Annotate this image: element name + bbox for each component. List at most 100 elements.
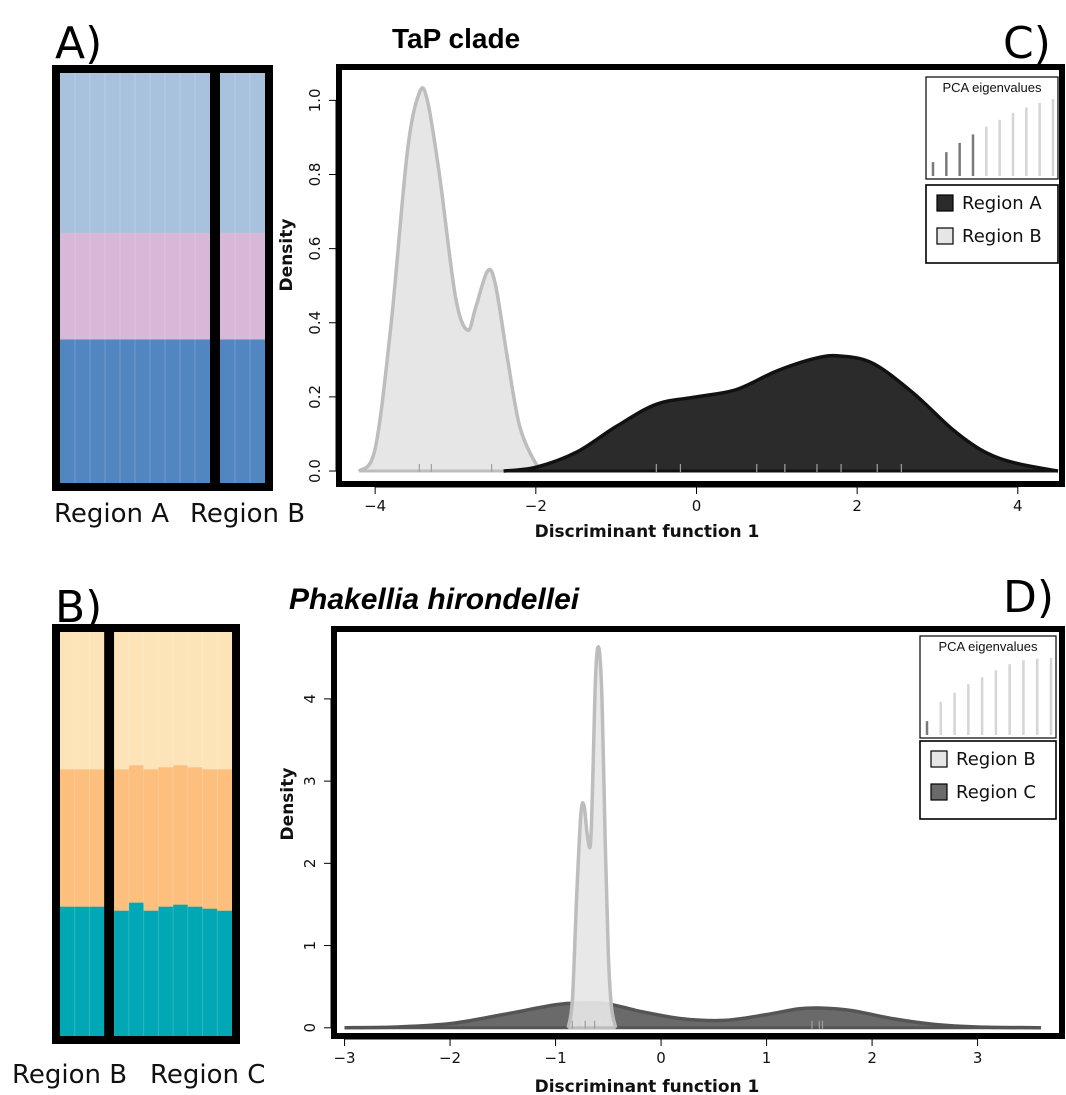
- group-label-b2: Region C: [150, 1060, 265, 1090]
- structure-bar-b-0-2-k2: [89, 769, 105, 908]
- structure-bar-a-0-3-k2: [105, 232, 121, 340]
- structure-bar-a-0-6-k3: [150, 339, 166, 484]
- structure-bar-b-1-7-k1: [217, 632, 233, 770]
- structure-bar-a-0-3-k1: [105, 73, 121, 234]
- legend-swatch-c-1: [936, 227, 954, 245]
- structure-plot-b: [52, 624, 240, 1044]
- structure-bar-a-0-4-k2: [120, 232, 136, 340]
- density-line-d-region-c: [344, 1001, 1041, 1030]
- density-plot-c: −4 −2 0 2 4 Discriminant function 1 0.0 0.2 0.4 0…: [277, 64, 1065, 542]
- structure-bar-b-0-2-k1: [89, 632, 105, 770]
- y-axis-title-c: Density: [277, 219, 297, 292]
- legend-label-c-0: Region A: [962, 193, 1042, 214]
- structure-bar-b-1-5-k2: [187, 767, 204, 908]
- y-axis-title-d: Density: [278, 768, 298, 841]
- structure-frame-b: [52, 624, 240, 1044]
- structure-bar-a-0-1-k2: [75, 232, 91, 340]
- panel-letter-d: D): [1003, 572, 1054, 623]
- x-tick-label-d-6: 3: [973, 1049, 983, 1067]
- structure-bar-b-0-1-k3: [74, 906, 90, 1037]
- structure-frame-a: [52, 65, 273, 491]
- x-tick-label-d-0: −3: [333, 1049, 355, 1067]
- structure-bar-a-0-0-k2: [60, 232, 76, 340]
- y-tick-label-c-2: 0.4: [306, 311, 324, 335]
- structure-bar-a-0-3-k3: [105, 339, 121, 484]
- structure-bar-a-0-5-k1: [135, 73, 151, 234]
- structure-bar-a-0-9-k2: [195, 232, 211, 340]
- structure-bar-a-1-0-k1: [220, 73, 236, 234]
- structure-bar-b-1-7-k2: [217, 769, 233, 912]
- x-tick-label-d-4: 1: [762, 1049, 772, 1067]
- structure-bar-a-0-6-k2: [150, 232, 166, 340]
- x-tick-label-d-5: 2: [867, 1049, 877, 1067]
- structure-bar-a-1-2-k2: [250, 232, 266, 340]
- structure-bar-b-1-2-k3: [143, 910, 159, 1037]
- x-tick-label-c-3: 2: [852, 497, 862, 515]
- structure-bar-a-0-5-k3: [135, 339, 151, 484]
- structure-bar-a-0-0-k1: [60, 73, 76, 234]
- legend-label-d-1: Region C: [956, 782, 1036, 803]
- structure-bar-a-0-7-k1: [165, 73, 181, 234]
- structure-bar-a-0-6-k1: [150, 73, 166, 234]
- structure-bar-a-0-1-k1: [75, 73, 91, 234]
- structure-bar-a-0-9-k3: [195, 339, 211, 484]
- y-tick-label-d-2: 2: [301, 859, 319, 869]
- structure-bar-a-1-1-k2: [235, 232, 251, 340]
- x-tick-label-d-2: −1: [545, 1049, 567, 1067]
- legend-label-d-0: Region B: [956, 749, 1036, 770]
- structure-bar-b-1-2-k2: [143, 769, 159, 912]
- structure-bar-a-1-2-k3: [250, 339, 266, 484]
- eigenvalue-box-c: [925, 76, 1059, 180]
- y-tick-label-d-0: 0: [301, 1023, 319, 1033]
- panel-letter-c: C): [1003, 18, 1051, 69]
- structure-bar-b-1-2-k1: [143, 632, 159, 770]
- plot-frame-d: [331, 626, 1065, 1039]
- structure-bar-b-1-3-k1: [158, 632, 174, 768]
- structure-bar-a-0-2-k3: [90, 339, 106, 484]
- x-tick-label-c-4: 4: [1013, 497, 1023, 515]
- structure-bar-b-0-1-k2: [74, 769, 90, 908]
- x-axis-title-c: Discriminant function 1: [535, 522, 760, 542]
- panel-letter-a: A): [55, 18, 102, 69]
- x-tick-label-c-2: 0: [692, 497, 702, 515]
- structure-bar-b-1-3-k3: [158, 906, 174, 1037]
- y-tick-label-c-4: 0.8: [306, 163, 324, 187]
- structure-bar-a-1-1-k3: [235, 339, 251, 484]
- legend-swatch-c-0: [936, 194, 954, 212]
- x-tick-label-c-1: −2: [525, 497, 547, 515]
- structure-bar-b-1-5-k1: [187, 632, 204, 768]
- structure-bar-b-0-2-k3: [89, 906, 105, 1037]
- legend-swatch-d-0: [930, 750, 948, 768]
- structure-bar-b-1-7-k3: [217, 910, 233, 1037]
- x-tick-label-d-1: −2: [439, 1049, 461, 1067]
- group-separator: [104, 632, 115, 1036]
- y-tick-label-d-3: 3: [301, 776, 319, 786]
- density-area-c-region-a: [503, 355, 1058, 472]
- panel-c-title: TaP clade: [392, 23, 520, 54]
- structure-bar-a-0-2-k2: [90, 232, 106, 340]
- structure-bar-a-0-4-k1: [120, 73, 136, 234]
- structure-bar-b-1-5-k3: [187, 906, 204, 1037]
- structure-bar-b-1-4-k3: [173, 904, 189, 1037]
- structure-bar-b-0-0-k2: [60, 769, 76, 908]
- density-line-c-region-b: [357, 86, 546, 473]
- eigenvalue-box-d: [919, 635, 1057, 739]
- legend-swatch-d-1: [930, 783, 948, 801]
- structure-bar-b-1-6-k3: [202, 908, 218, 1037]
- y-tick-label-c-0: 0.0: [306, 459, 324, 483]
- structure-bar-a-0-9-k1: [195, 73, 211, 234]
- structure-bar-a-0-8-k1: [180, 73, 196, 234]
- structure-bar-a-0-5-k2: [135, 232, 151, 340]
- y-tick-label-d-1: 1: [301, 941, 319, 951]
- structure-bar-a-1-0-k3: [220, 339, 236, 484]
- structure-bar-a-0-0-k3: [60, 339, 76, 484]
- group-label-b1: Region B: [12, 1060, 127, 1090]
- structure-bar-a-0-7-k2: [165, 232, 181, 340]
- structure-bar-b-1-1-k2: [128, 765, 145, 904]
- structure-bar-a-0-8-k2: [180, 232, 196, 340]
- structure-bar-a-0-7-k3: [165, 339, 181, 484]
- structure-bar-a-0-8-k3: [180, 339, 196, 484]
- structure-bar-a-0-4-k3: [120, 339, 136, 484]
- structure-bar-b-1-3-k2: [158, 767, 174, 908]
